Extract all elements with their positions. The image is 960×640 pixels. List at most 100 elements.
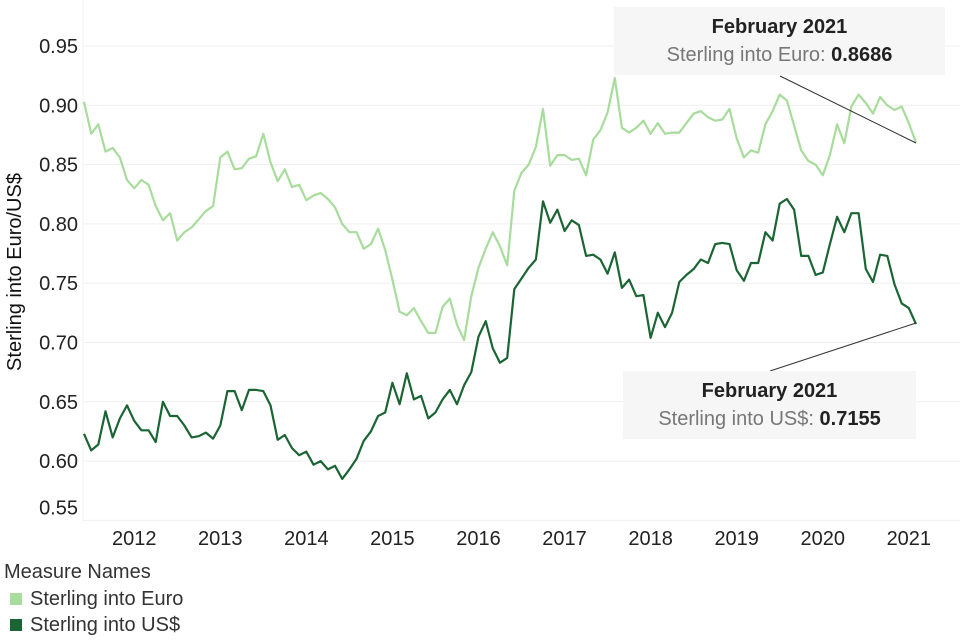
- data-point[interactable]: [719, 117, 725, 123]
- data-point[interactable]: [483, 318, 489, 324]
- data-point[interactable]: [311, 192, 317, 198]
- data-point[interactable]: [863, 266, 869, 272]
- data-point[interactable]: [440, 304, 446, 310]
- data-point[interactable]: [375, 413, 381, 419]
- data-point[interactable]: [389, 380, 395, 386]
- data-point[interactable]: [712, 118, 718, 124]
- data-point[interactable]: [698, 108, 704, 114]
- data-point[interactable]: [691, 266, 697, 272]
- data-point[interactable]: [81, 431, 87, 437]
- data-point[interactable]: [884, 253, 890, 259]
- data-point[interactable]: [791, 207, 797, 213]
- data-point[interactable]: [131, 418, 137, 424]
- data-point[interactable]: [626, 130, 632, 136]
- data-point[interactable]: [547, 163, 553, 169]
- data-point[interactable]: [504, 262, 510, 268]
- data-point[interactable]: [196, 433, 202, 439]
- data-point[interactable]: [813, 272, 819, 278]
- data-point[interactable]: [705, 114, 711, 120]
- data-point[interactable]: [260, 131, 266, 137]
- data-point[interactable]: [275, 178, 281, 184]
- data-point[interactable]: [676, 130, 682, 136]
- data-point[interactable]: [468, 293, 474, 299]
- data-point[interactable]: [325, 466, 331, 472]
- data-point[interactable]: [432, 330, 438, 336]
- data-point[interactable]: [827, 152, 833, 158]
- data-point[interactable]: [332, 463, 338, 469]
- data-point[interactable]: [411, 305, 417, 311]
- data-point[interactable]: [504, 355, 510, 361]
- data-point[interactable]: [425, 415, 431, 421]
- data-point[interactable]: [210, 203, 216, 209]
- data-point[interactable]: [648, 131, 654, 137]
- data-point[interactable]: [361, 438, 367, 444]
- data-point[interactable]: [533, 144, 539, 150]
- data-point[interactable]: [655, 310, 661, 316]
- data-point[interactable]: [289, 184, 295, 190]
- data-point[interactable]: [526, 265, 532, 271]
- data-point[interactable]: [619, 125, 625, 131]
- data-point[interactable]: [490, 229, 496, 235]
- data-point[interactable]: [748, 260, 754, 266]
- data-point[interactable]: [483, 246, 489, 252]
- data-point[interactable]: [605, 271, 611, 277]
- data-point[interactable]: [676, 279, 682, 285]
- data-point[interactable]: [354, 229, 360, 235]
- data-point[interactable]: [253, 387, 259, 393]
- data-point[interactable]: [189, 434, 195, 440]
- data-point[interactable]: [88, 447, 94, 453]
- data-point[interactable]: [454, 401, 460, 407]
- data-point[interactable]: [655, 120, 661, 126]
- data-point[interactable]: [770, 108, 776, 114]
- data-point[interactable]: [232, 388, 238, 394]
- data-point[interactable]: [834, 121, 840, 127]
- data-point[interactable]: [110, 434, 116, 440]
- data-point[interactable]: [217, 423, 223, 429]
- data-point[interactable]: [160, 217, 166, 223]
- data-point[interactable]: [160, 399, 166, 405]
- data-point[interactable]: [354, 456, 360, 462]
- data-point[interactable]: [275, 437, 281, 443]
- data-point[interactable]: [891, 281, 897, 287]
- data-point[interactable]: [762, 229, 768, 235]
- data-point[interactable]: [683, 120, 689, 126]
- data-point[interactable]: [562, 152, 568, 158]
- data-point[interactable]: [605, 109, 611, 115]
- data-point[interactable]: [648, 335, 654, 341]
- data-point[interactable]: [239, 165, 245, 171]
- data-point[interactable]: [533, 256, 539, 262]
- data-point[interactable]: [712, 241, 718, 247]
- data-point[interactable]: [612, 249, 618, 255]
- data-point[interactable]: [368, 428, 374, 434]
- data-point[interactable]: [734, 136, 740, 142]
- data-point[interactable]: [497, 360, 503, 366]
- data-point[interactable]: [906, 120, 912, 126]
- data-point[interactable]: [698, 256, 704, 262]
- data-point[interactable]: [318, 458, 324, 464]
- data-point[interactable]: [246, 387, 252, 393]
- data-point[interactable]: [253, 153, 259, 159]
- data-point[interactable]: [540, 106, 546, 112]
- data-point[interactable]: [146, 427, 152, 433]
- data-point[interactable]: [877, 94, 883, 100]
- data-point[interactable]: [454, 322, 460, 328]
- data-point[interactable]: [727, 106, 733, 112]
- data-point[interactable]: [583, 253, 589, 259]
- data-point[interactable]: [719, 240, 725, 246]
- data-point[interactable]: [576, 156, 582, 162]
- data-point[interactable]: [461, 337, 467, 343]
- data-point[interactable]: [296, 182, 302, 188]
- data-point[interactable]: [325, 196, 331, 202]
- data-point[interactable]: [303, 197, 309, 203]
- data-point[interactable]: [820, 270, 826, 276]
- data-point[interactable]: [777, 201, 783, 207]
- data-point[interactable]: [447, 296, 453, 302]
- data-point[interactable]: [404, 370, 410, 376]
- data-point[interactable]: [303, 449, 309, 455]
- data-point[interactable]: [784, 196, 790, 202]
- data-point[interactable]: [791, 122, 797, 128]
- data-point[interactable]: [411, 396, 417, 402]
- data-point[interactable]: [827, 241, 833, 247]
- data-point[interactable]: [612, 75, 618, 81]
- data-point[interactable]: [232, 166, 238, 172]
